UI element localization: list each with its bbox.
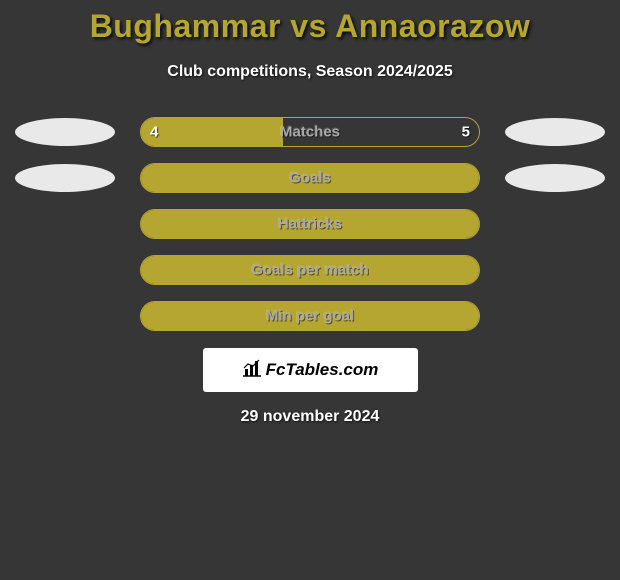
- stat-label: Goals: [289, 170, 331, 187]
- stat-row: Matches 4 5: [0, 117, 620, 147]
- stat-label: Min per goal: [266, 308, 354, 325]
- stat-label: Matches: [280, 124, 340, 141]
- stat-value-right: 5: [462, 124, 470, 141]
- stat-row: Min per goal: [0, 301, 620, 331]
- left-value-ellipse: [15, 118, 115, 146]
- brand-badge: FcTables.com: [203, 348, 418, 392]
- left-value-ellipse: [15, 164, 115, 192]
- stat-label: Goals per match: [251, 262, 369, 279]
- bar-fill-left: [141, 118, 283, 146]
- stat-row: Goals: [0, 163, 620, 193]
- stat-bar: Matches 4 5: [140, 117, 480, 147]
- right-value-ellipse: [505, 118, 605, 146]
- stat-bar: Min per goal: [140, 301, 480, 331]
- brand-name: FcTables.com: [266, 360, 379, 380]
- snapshot-date: 29 november 2024: [0, 408, 620, 426]
- stat-value-left: 4: [150, 124, 158, 141]
- stat-bar: Hattricks: [140, 209, 480, 239]
- stat-bar: Goals per match: [140, 255, 480, 285]
- stat-row: Hattricks: [0, 209, 620, 239]
- bar-chart-icon: [242, 359, 262, 382]
- season-subtitle: Club competitions, Season 2024/2025: [0, 63, 620, 81]
- stat-row: Goals per match: [0, 255, 620, 285]
- stats-rows: Matches 4 5 Goals Hattricks Goals per match Mi…: [0, 117, 620, 331]
- right-value-ellipse: [505, 164, 605, 192]
- stat-label: Hattricks: [278, 216, 342, 233]
- stat-bar: Goals: [140, 163, 480, 193]
- page-title: Bughammar vs Annaorazow: [0, 0, 620, 45]
